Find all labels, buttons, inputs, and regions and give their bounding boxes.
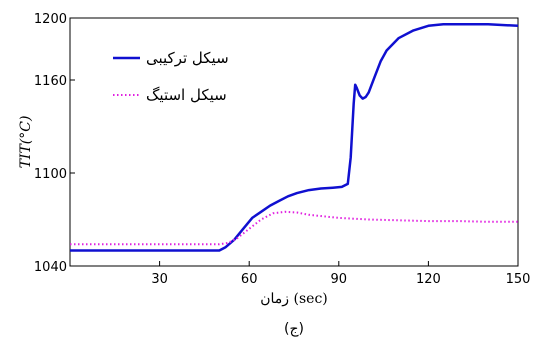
series-lines xyxy=(70,22,519,252)
axis-ticks: 30 60 90 120 150 1040 1100 1160 1200 xyxy=(34,12,531,287)
x-tick-label: 120 xyxy=(416,272,441,287)
plot-frame xyxy=(69,17,519,267)
y-tick-label: 1040 xyxy=(34,260,67,275)
legend: سیکل ترکیبی سیکل استیگ xyxy=(113,49,229,104)
series-line-1 xyxy=(70,210,518,246)
y-tick-label: 1100 xyxy=(34,167,67,182)
legend-label-steig: سیکل استیگ xyxy=(146,86,227,104)
x-tick-label: 30 xyxy=(151,272,168,287)
y-tick-label: 1160 xyxy=(34,74,67,89)
series-line-0 xyxy=(70,22,519,252)
figure-caption: (ج) xyxy=(284,321,304,337)
y-axis-label: TIT(°C) xyxy=(18,116,34,169)
y-tick-label: 1200 xyxy=(34,12,67,27)
legend-label-combined: سیکل ترکیبی xyxy=(146,49,229,67)
x-axis-label: زمان (sec) xyxy=(260,291,328,307)
x-tick-label: 150 xyxy=(506,272,531,287)
x-tick-label: 60 xyxy=(241,272,258,287)
x-tick-label: 90 xyxy=(331,272,348,287)
